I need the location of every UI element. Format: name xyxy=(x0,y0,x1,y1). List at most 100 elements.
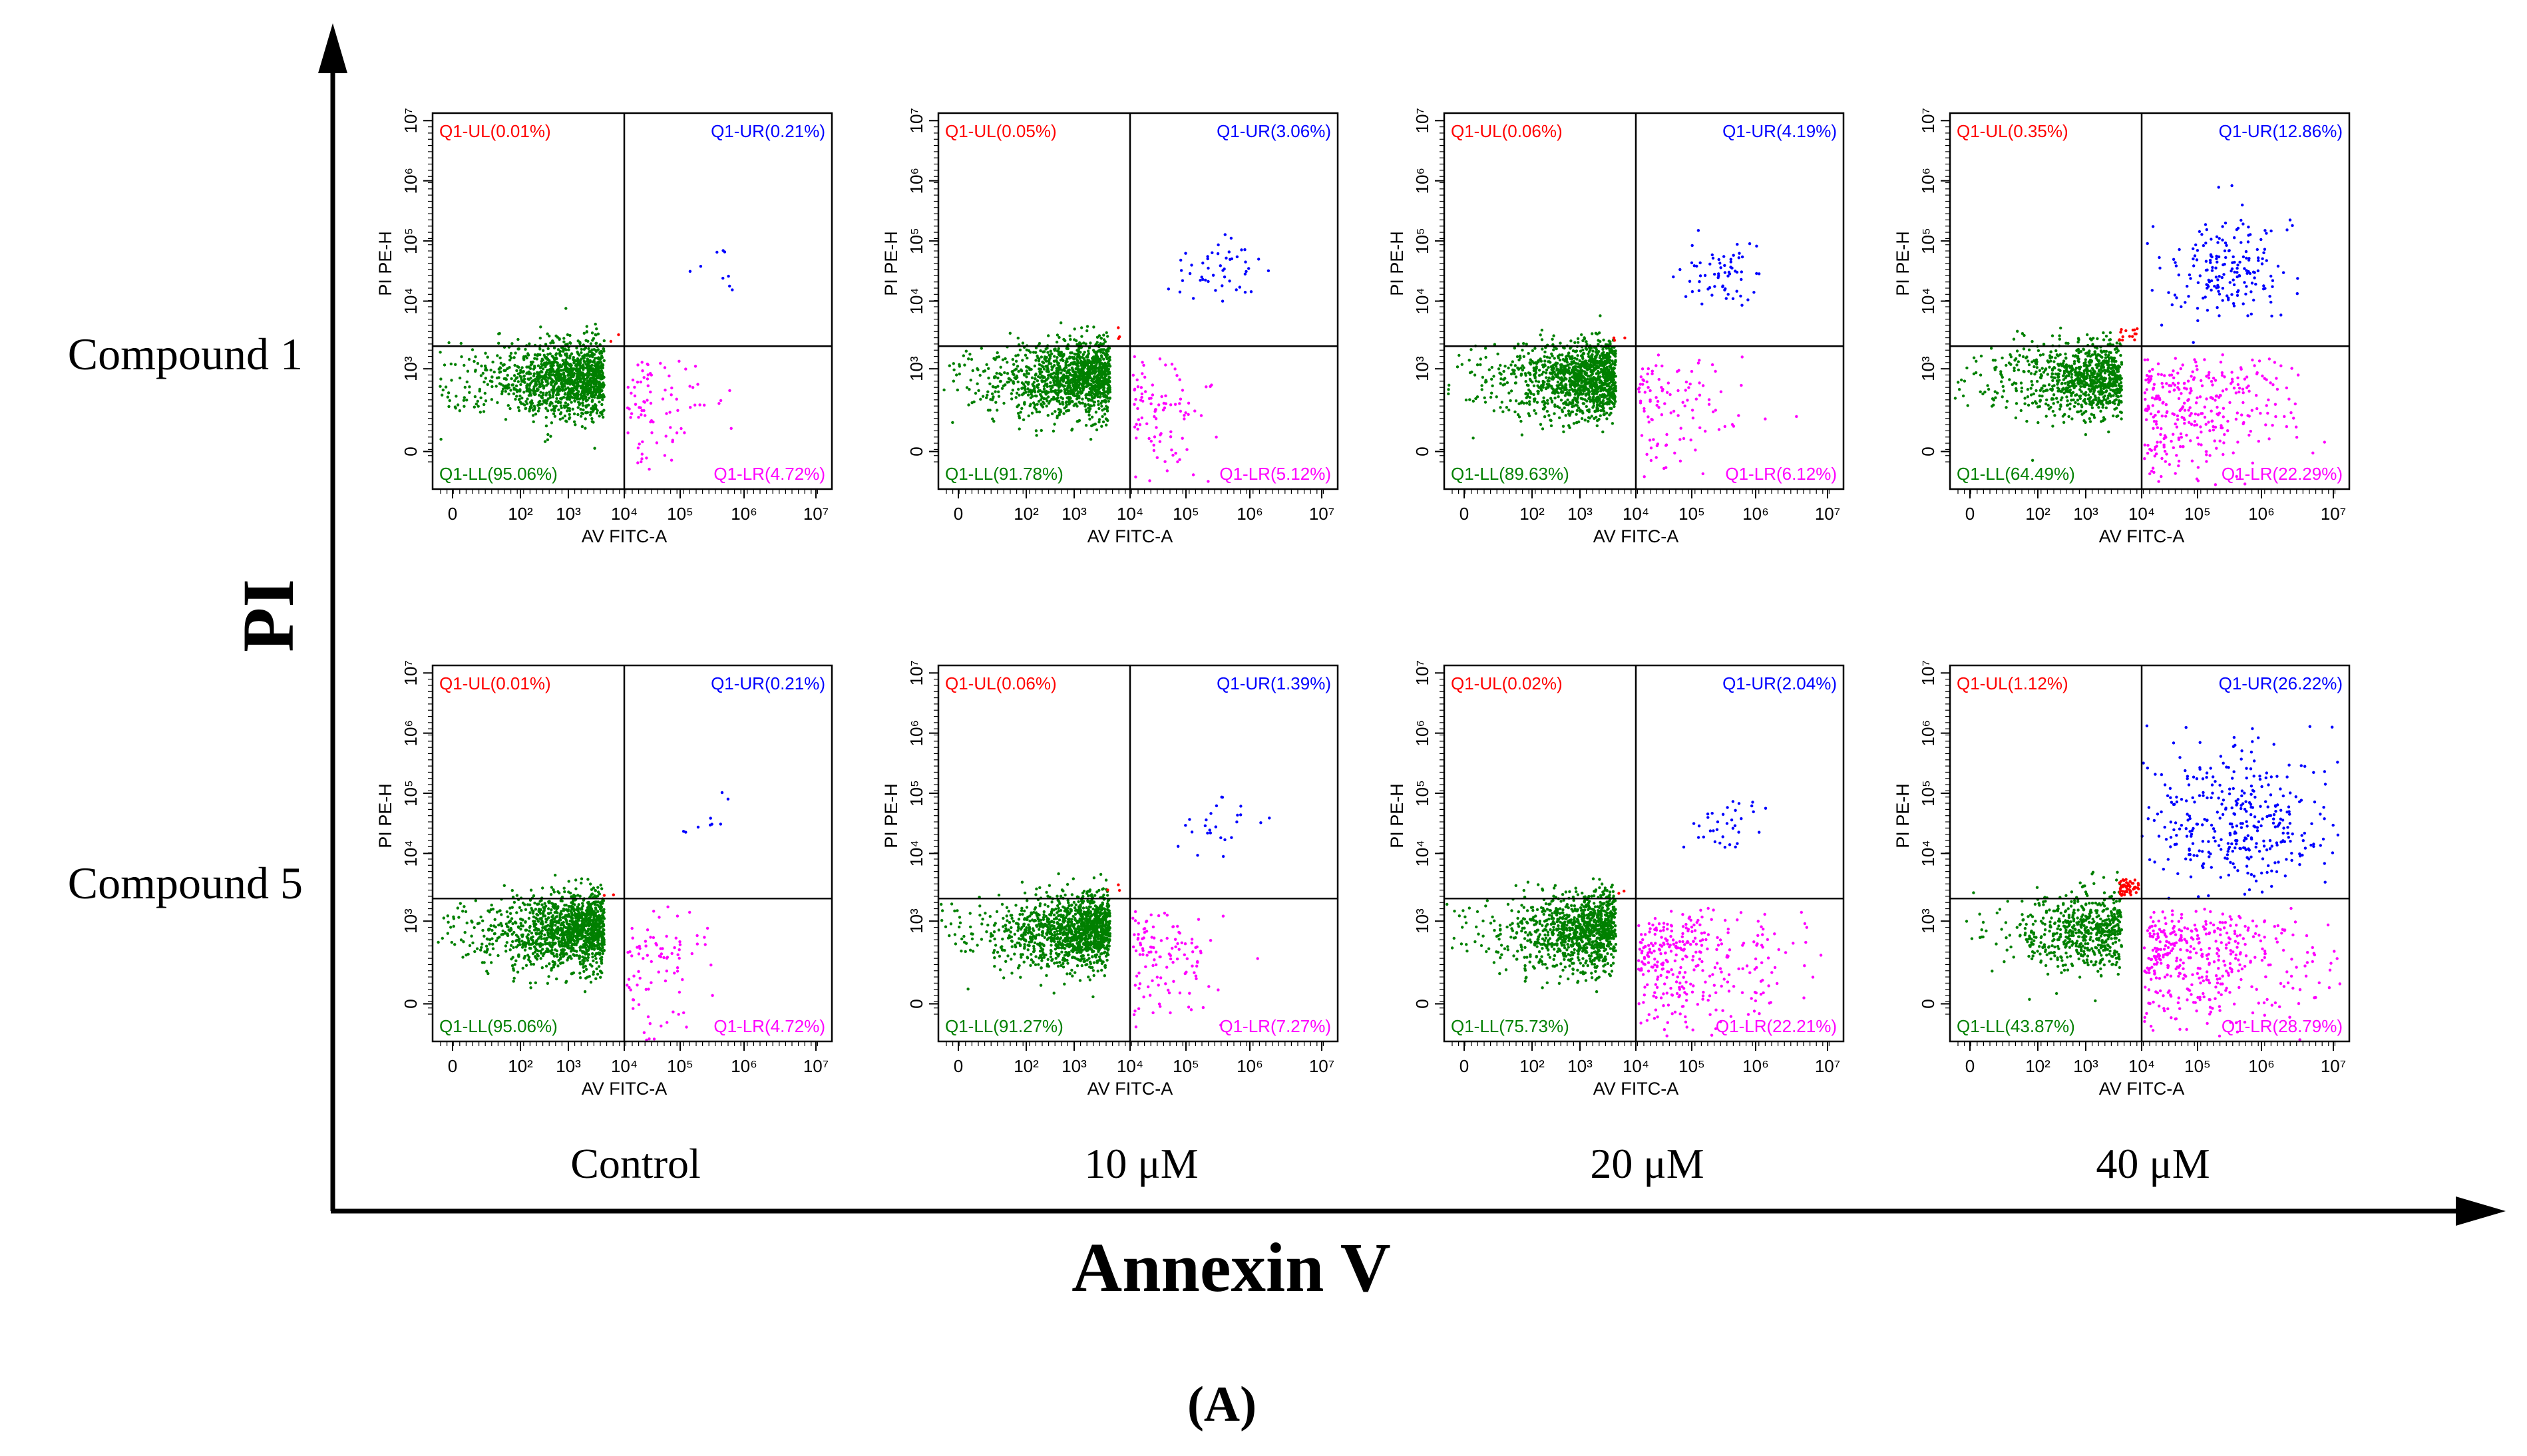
event-dot xyxy=(520,397,524,400)
event-dot xyxy=(1035,434,1038,437)
event-dot xyxy=(1040,404,1044,407)
event-dot xyxy=(1081,401,1084,405)
event-dot xyxy=(581,412,584,415)
event-dot xyxy=(952,379,956,383)
event-dot xyxy=(518,389,522,392)
event-dot xyxy=(1714,409,1717,412)
event-dot xyxy=(1483,347,1487,350)
y-tick-label: 0 xyxy=(906,447,926,456)
event-dot xyxy=(1573,388,1577,391)
event-dot xyxy=(1024,353,1028,357)
event-dot xyxy=(1676,389,1680,393)
event-dot xyxy=(1064,401,1068,405)
event-dot xyxy=(955,373,958,377)
event-dot xyxy=(1588,381,1591,385)
event-dot xyxy=(1525,396,1528,399)
event-dot xyxy=(596,348,600,351)
event-dot xyxy=(1181,437,1184,440)
event-dot xyxy=(1533,409,1536,413)
event-dot xyxy=(1690,244,1694,248)
event-dot xyxy=(1755,244,1758,248)
event-dot xyxy=(1101,420,1105,424)
event-dot xyxy=(1730,266,1734,270)
event-dot xyxy=(1660,364,1664,368)
event-dot xyxy=(514,351,517,355)
event-dot xyxy=(588,371,591,374)
event-dot xyxy=(579,407,582,411)
event-dot xyxy=(594,403,597,407)
event-dot xyxy=(1491,384,1494,387)
event-dot xyxy=(1027,414,1030,418)
event-dot xyxy=(1038,410,1042,414)
event-dot xyxy=(526,397,529,401)
event-dot xyxy=(1541,347,1544,351)
event-dot xyxy=(1080,364,1083,367)
event-dot xyxy=(1543,381,1546,384)
event-dot xyxy=(1605,382,1609,386)
event-dot xyxy=(1201,277,1205,281)
event-dot xyxy=(1558,353,1561,357)
event-dot xyxy=(1085,329,1089,333)
event-dot xyxy=(1163,406,1167,410)
event-dot xyxy=(1575,413,1578,416)
event-dot xyxy=(1053,383,1056,387)
event-dot xyxy=(479,411,482,414)
event-dot xyxy=(1579,391,1583,394)
event-dot xyxy=(1688,279,1692,283)
event-dot xyxy=(1497,367,1501,371)
event-dot xyxy=(643,401,646,404)
event-dot xyxy=(586,339,590,343)
event-dot xyxy=(721,276,725,280)
event-dot xyxy=(565,361,568,364)
event-dot xyxy=(1049,349,1052,353)
event-dot xyxy=(560,406,563,409)
event-dot xyxy=(563,414,567,418)
event-dot xyxy=(463,385,467,389)
event-dot xyxy=(593,388,597,391)
event-dot xyxy=(1605,367,1609,371)
event-dot xyxy=(1511,360,1514,363)
event-dot xyxy=(1107,399,1111,403)
event-dot xyxy=(468,385,471,389)
event-dot xyxy=(1483,396,1486,399)
event-dot xyxy=(1058,335,1061,339)
event-dot xyxy=(951,421,954,425)
event-dot xyxy=(1017,387,1020,391)
event-dot xyxy=(590,417,594,421)
event-dot xyxy=(572,420,576,423)
event-dot xyxy=(1532,384,1536,387)
event-dot xyxy=(1758,272,1761,275)
event-dot xyxy=(1079,390,1082,393)
event-dot xyxy=(1447,392,1450,395)
event-dot xyxy=(546,332,549,335)
event-dot xyxy=(1581,360,1585,364)
event-dot xyxy=(520,379,524,383)
event-dot xyxy=(542,391,545,395)
event-dot xyxy=(527,394,531,397)
event-dot xyxy=(1601,347,1605,351)
event-dot xyxy=(1136,427,1139,431)
event-dot xyxy=(541,367,545,371)
event-dot xyxy=(1641,367,1645,371)
event-dot xyxy=(1151,393,1155,397)
event-dot xyxy=(1071,400,1074,403)
event-dot xyxy=(1044,347,1048,351)
event-dot xyxy=(595,411,599,415)
event-dot xyxy=(558,417,562,421)
event-dot xyxy=(1073,383,1077,386)
event-dot xyxy=(1181,279,1185,282)
event-dot xyxy=(1056,376,1059,379)
event-dot xyxy=(1101,348,1104,351)
event-dot xyxy=(1732,425,1736,428)
event-dot xyxy=(1070,429,1073,432)
event-dot xyxy=(2079,409,2082,413)
event-dot xyxy=(480,364,483,368)
event-dot xyxy=(1049,381,1052,385)
event-dot xyxy=(1040,355,1044,359)
event-dot xyxy=(1539,385,1543,388)
event-dot xyxy=(1710,253,1714,257)
y-axis-label: PI PE-H xyxy=(375,231,395,296)
event-dot xyxy=(1583,398,1587,401)
y-axis-label: PI PE-H xyxy=(1387,231,1407,296)
event-dot xyxy=(1475,395,1479,399)
